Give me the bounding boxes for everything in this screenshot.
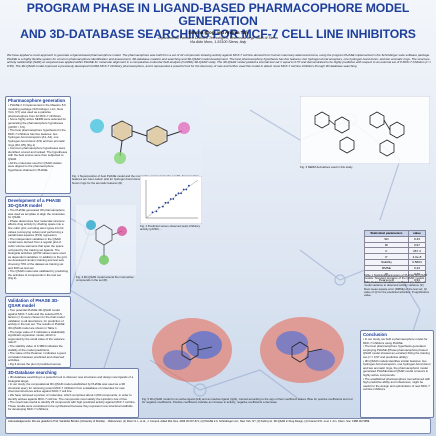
section-database-search-text: • 3D-database searching is a powerful to… [8,375,136,412]
statistics-table: Statistical parameters value SD 0.33 R² 0.… [364,230,427,284]
figure-2-scatter [140,176,202,224]
scatter-point [180,192,182,195]
scatter-point [151,211,154,214]
scatter-background [140,176,202,224]
section-conclusion: Conclusion • In our study, we built a ph… [360,330,434,418]
affiliation: Dipartimento Farmaco Chimico Tecnologico… [0,36,436,45]
scatter-point [177,192,180,195]
footer-references: Acknowledgements: We are grateful to Pro… [5,418,431,434]
figure-3-structures [300,96,430,164]
section-validation-heading: Validation of PHASE 3D-QSAR model [8,298,59,308]
table-row: RMSE 0.43 [364,264,427,272]
contour-map-active [152,318,232,382]
scatter-points [151,184,190,214]
scatter-point [158,206,160,209]
table-cell: 0.94 [407,276,427,284]
table-row: Q² 0.70 [364,270,427,278]
figure-4-qsar-model [76,205,136,275]
scatter-point [162,205,164,208]
title-line-2: AND 3D-DATABASE SEARCHING FOR MCF-7 CELL… [20,27,416,41]
table-caption: Table 1 Statistical parameters of PHASE … [364,273,430,298]
table-cell: 4.0e-8 [407,253,427,260]
table-cell: 0.5864 [407,258,427,266]
table-cell: 0.70 [407,270,427,278]
contour-map-inactive [260,317,344,383]
section-validation-text: • Two potential PHASE 3D-QSAR model agai… [8,308,66,368]
figure-3-caption: Fig. 3 SERM derivatives used in this stu… [300,165,353,169]
authors: Simona Brogi and Andrea Tafi [188,30,248,35]
section-development-heading: Development of a PHASE 3D-QSAR model [8,198,61,208]
scatter-point [188,184,190,187]
section-conclusion-text: • In our study, we built a pharmacophore… [363,337,431,392]
section-conclusion-heading: Conclusion [363,332,387,337]
scatter-point [172,198,175,200]
figure-1-pharmacophore [72,96,202,174]
scatter-point [182,188,185,191]
affiliation-line-1: Dipartimento Farmaco Chimico Tecnologico… [158,36,278,40]
title-line-1: PROGRAM PHASE IN LIGAND-BASED PHARMACOPH… [26,1,410,28]
figure-5-caption: Fig. 5 3D-QSAR model for an active ligan… [142,397,353,405]
table-row: P 4.0e-8 [364,253,427,260]
section-development-text: • The PHASE generated 3D pharmacophore w… [8,208,68,281]
abstract: We have applied a novel approach to gene… [7,53,431,69]
section-pharmacophore: Pharmacophore generation • PHASE 2.0 imp… [5,96,71,194]
section-pharmacophore-heading: Pharmacophore generation [8,98,66,103]
scatter-point [185,188,188,191]
scatter-point [155,210,158,213]
section-development: Development of a PHASE 3D-QSAR model • T… [5,196,71,294]
table-row: Stability 0.5864 [364,258,427,266]
section-validation: Validation of PHASE 3D-QSAR model • Two … [5,296,71,368]
figure-2-caption: Fig. 2 Predicted versus observed (test) … [140,224,201,232]
section-database-search: 3D-Database searching • 3D-database sear… [5,368,139,418]
figure-1-caption: Fig. 1 Superposition of best PHASE model… [72,174,200,185]
figure-4-caption: Fig. 4 3D-QSAR model around the most act… [76,275,134,283]
section-pharmacophore-text: • PHASE 2.0 implemented in the Maestro 8… [8,103,68,172]
table-row: Pearson-R 0.94 [364,276,427,284]
table-cell: 0.43 [407,264,427,272]
figure-5-contour-maps [152,317,344,383]
scatter-point [169,198,172,200]
poster-title: PROGRAM PHASE IN LIGAND-BASED PHARMACOPH… [0,2,436,41]
section-database-search-heading: 3D-Database searching [8,370,57,375]
scatter-point [167,201,169,204]
scatter-point [164,201,167,204]
affiliation-line-2: Via Aldo Moro, 1-53100 Siena, Italy [189,40,247,45]
scatter-point [175,194,177,197]
